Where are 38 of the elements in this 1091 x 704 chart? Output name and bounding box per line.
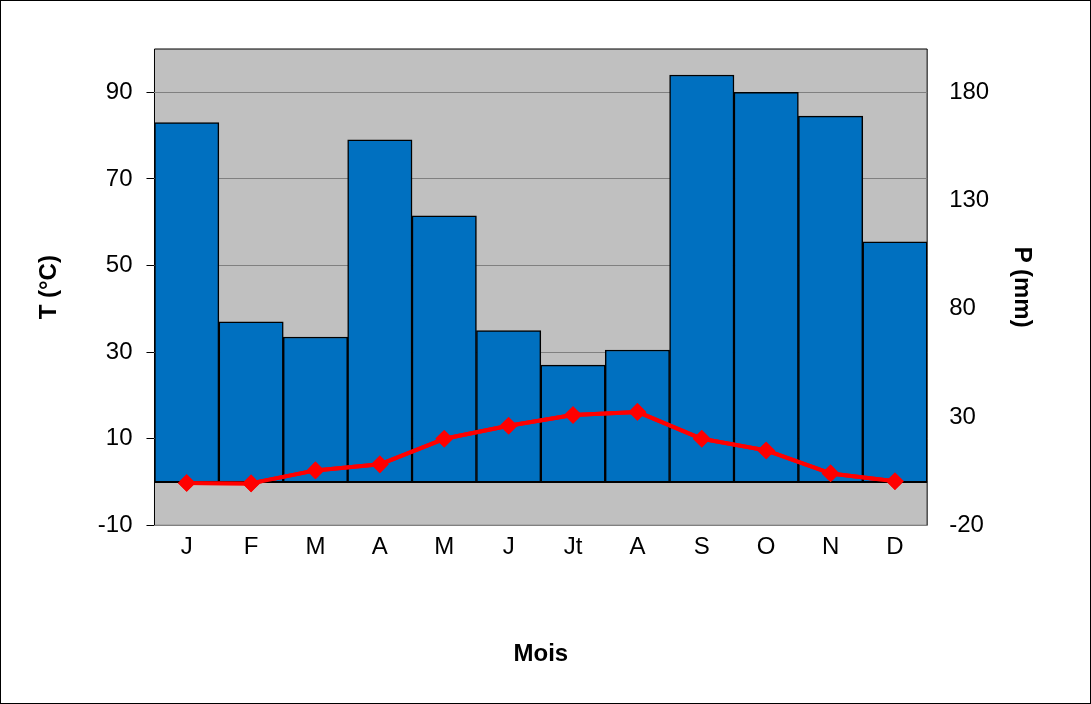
y-tick-label: 10 [105,423,133,451]
y2-tick-label: 180 [949,76,990,104]
y-axis-title: T (°C) [34,255,62,320]
x-tick-label: J [502,532,515,560]
point [243,475,260,492]
point [693,430,710,447]
point [886,473,903,490]
y-tick-label: -10 [97,510,133,538]
x-tick-label: S [693,532,710,560]
point [307,462,324,479]
x-axis-title: Mois [513,639,569,667]
point [178,474,195,491]
y2-tick-label: 30 [949,401,976,429]
x-tick-label: N [821,532,840,560]
point [822,465,839,482]
point [629,403,646,420]
x-tick-label: O [756,532,776,560]
y2-tick-label: -20 [949,510,984,538]
point [758,442,775,459]
point [500,417,517,434]
x-tick-label: M [305,532,326,560]
x-tick-label: J [180,532,193,560]
y-tick-label: 30 [105,336,133,364]
point [371,456,388,473]
y2-tick-label: 80 [949,293,976,321]
y-tick-label: 90 [105,76,133,104]
x-tick-label: F [243,532,259,560]
x-tick-label: M [434,532,455,560]
x-tick-label: Jt [563,532,583,560]
y-tick-label: 70 [105,163,133,191]
x-tick-label: A [371,532,388,560]
point [565,406,582,423]
y-tick-label: 50 [105,250,133,278]
y2-axis-title: P (mm) [1009,246,1037,328]
x-tick-label: D [886,532,904,560]
y2-tick-label: 130 [949,185,990,213]
point [436,430,453,447]
x-tick-label: A [629,532,646,560]
